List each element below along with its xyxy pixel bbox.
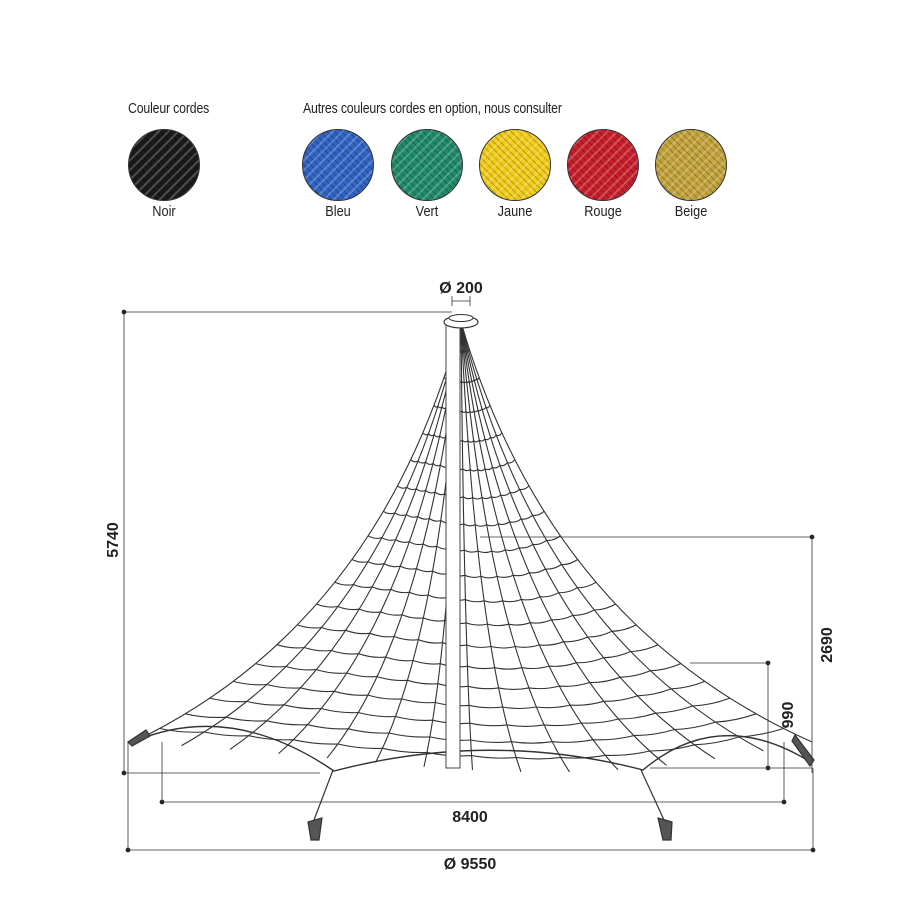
swatch-jaune (479, 129, 551, 201)
dim-height: 5740 (105, 522, 122, 558)
optional-colors-label: Autres couleurs cordes en option, nous c… (303, 100, 562, 117)
swatch-beige (655, 129, 727, 201)
swatch-label-rouge: Rouge (584, 203, 622, 220)
swatch-label-jaune: Jaune (497, 203, 533, 220)
dim-inner-width: 8400 (452, 809, 488, 826)
central-mast (445, 319, 461, 769)
swatch-bleu (302, 129, 374, 201)
standard-color-label: Couleur cordes (128, 100, 210, 117)
dim-platform-height: 2690 (819, 627, 836, 663)
dim-outer-diameter: Ø 9550 (444, 856, 497, 873)
rope-net (132, 321, 813, 773)
dim-lower-height: 990 (780, 702, 797, 729)
dim-top-diameter: Ø 200 (439, 280, 483, 297)
dimension-lines (121, 296, 816, 853)
anchor-feet (127, 729, 815, 841)
swatch-rouge (567, 129, 639, 201)
swatch-label-beige: Beige (674, 203, 708, 220)
swatch-noir (128, 129, 200, 201)
swatch-label-vert: Vert (415, 203, 439, 220)
swatch-label-noir: Noir (152, 203, 176, 220)
swatch-vert (391, 129, 463, 201)
swatch-label-bleu: Bleu (325, 203, 351, 220)
